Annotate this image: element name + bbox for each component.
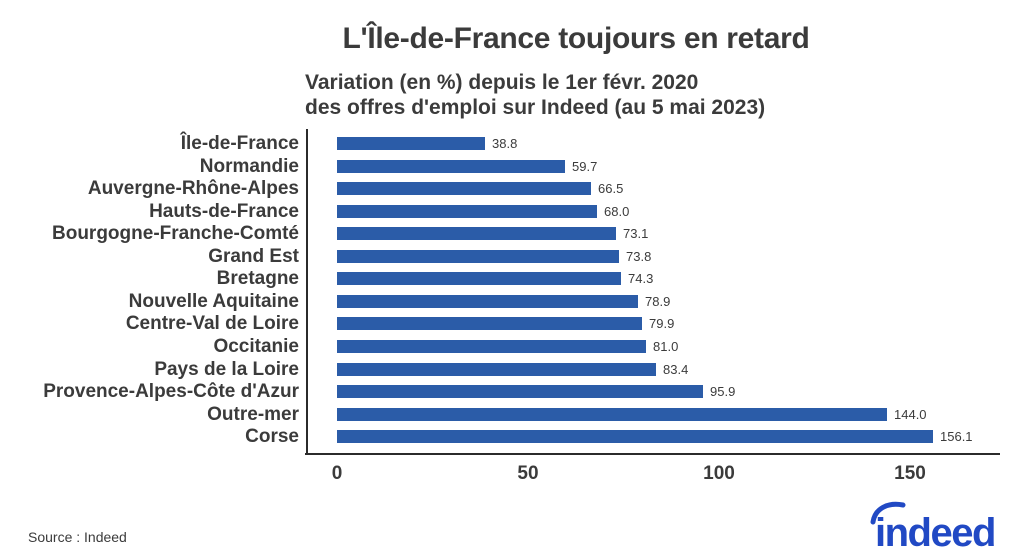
value-label: 83.4 bbox=[663, 361, 689, 377]
bar bbox=[337, 204, 597, 218]
bar bbox=[337, 227, 616, 241]
y-axis-label: Grand Est bbox=[208, 245, 299, 267]
value-label: 68.0 bbox=[604, 203, 630, 219]
value-label: 73.8 bbox=[626, 248, 652, 264]
logo-swoosh-icon bbox=[870, 501, 906, 525]
y-axis-label: Centre-Val de Loire bbox=[125, 313, 299, 335]
y-axis-label: Nouvelle Aquitaine bbox=[128, 290, 299, 312]
indeed-logo-svg: indeed bbox=[870, 501, 996, 555]
value-label: 79.9 bbox=[649, 316, 675, 332]
value-label: 66.5 bbox=[598, 181, 624, 197]
value-label: 81.0 bbox=[653, 339, 679, 354]
source-note: Source : Indeed bbox=[28, 529, 127, 545]
value-label: 95.9 bbox=[710, 384, 736, 400]
y-axis-label: Hauts-de-France bbox=[149, 200, 299, 222]
value-label: 144.0 bbox=[894, 406, 927, 422]
y-axis-label: Occitanie bbox=[213, 336, 299, 357]
y-axis-label: Provence-Alpes-Côte d'Azur bbox=[43, 381, 299, 403]
y-axis-label: Corse bbox=[245, 426, 299, 448]
value-label: 59.7 bbox=[572, 158, 598, 174]
bar bbox=[337, 385, 703, 399]
x-tick-label: 100 bbox=[703, 463, 735, 484]
bar bbox=[337, 362, 656, 376]
x-tick-label: 50 bbox=[517, 463, 539, 484]
x-tick-label: 0 bbox=[331, 463, 343, 484]
x-axis-line bbox=[305, 453, 1000, 455]
y-axis-label: Outre-mer bbox=[207, 403, 299, 425]
value-label: 74.3 bbox=[628, 271, 654, 287]
y-axis-label: Normandie bbox=[199, 155, 299, 177]
value-label: 156.1 bbox=[940, 429, 973, 445]
y-axis-label: Île-de-France bbox=[180, 133, 299, 154]
bar bbox=[337, 294, 638, 308]
bar bbox=[337, 272, 621, 286]
chart-subtitle-line2: des offres d'emploi sur Indeed (au 5 mai… bbox=[305, 96, 766, 119]
bar bbox=[337, 249, 619, 263]
y-axis-label: Auvergne-Rhône-Alpes bbox=[87, 178, 299, 200]
bar bbox=[337, 340, 646, 353]
y-axis-label: Bretagne bbox=[216, 268, 299, 290]
bar bbox=[337, 430, 933, 444]
indeed-logo: indeed bbox=[860, 497, 1016, 555]
bar bbox=[337, 317, 642, 331]
chart-subtitle: Variation (en %) depuis le 1er févr. 202… bbox=[305, 70, 905, 120]
y-axis-line bbox=[306, 129, 308, 455]
value-label: 73.1 bbox=[623, 226, 649, 242]
value-label: 38.8 bbox=[492, 136, 518, 151]
logo-wordmark: indeed bbox=[875, 511, 995, 555]
chart-subtitle-line1: Variation (en %) depuis le 1er févr. 202… bbox=[305, 71, 699, 94]
y-axis-label: Bourgogne-Franche-Comté bbox=[52, 223, 299, 245]
chart-title: L'Île-de-France toujours en retard bbox=[342, 22, 810, 55]
x-tick-label: 150 bbox=[894, 463, 926, 484]
bar bbox=[337, 407, 887, 421]
y-axis-label: Pays de la Loire bbox=[154, 358, 299, 380]
bar bbox=[337, 137, 485, 150]
bar bbox=[337, 159, 565, 173]
value-label: 78.9 bbox=[645, 293, 671, 309]
bar bbox=[337, 182, 591, 196]
